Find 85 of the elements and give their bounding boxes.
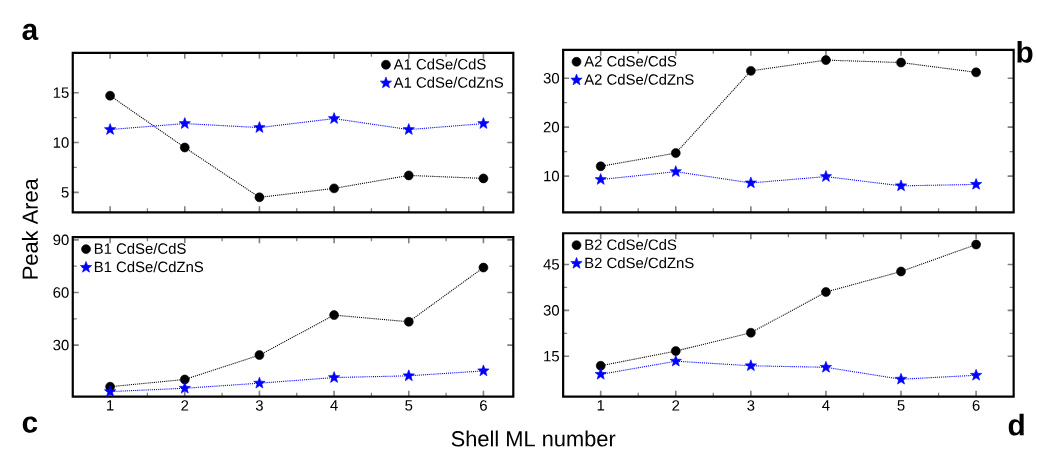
point [895, 373, 908, 385]
text: d [1008, 413, 1024, 436]
point [670, 346, 681, 357]
chart-title: b [1017, 41, 1033, 64]
x-tick-label: 4 [822, 400, 830, 411]
point [403, 317, 414, 327]
point [477, 364, 490, 377]
x-tick-label: 2 [672, 400, 680, 411]
point [329, 183, 339, 194]
point [971, 67, 981, 78]
point [105, 91, 115, 101]
x-tick-label: 5 [405, 400, 413, 411]
point [744, 359, 757, 372]
y-axis-title: Peak Area [21, 178, 38, 279]
point [594, 173, 607, 185]
legend-label: A1 CdSe/CdZnS [393, 77, 504, 89]
y-tick-label: 45 [543, 259, 560, 270]
point [594, 368, 607, 380]
y-tick-label: 60 [53, 287, 69, 298]
point [328, 371, 341, 383]
chart-title: a [22, 24, 39, 41]
point [744, 176, 757, 189]
point [402, 369, 415, 382]
point [971, 240, 981, 250]
point [254, 350, 265, 361]
point [104, 385, 117, 397]
point [595, 361, 606, 371]
legend-label: A1 CdSe/CdS [393, 58, 486, 70]
point [104, 123, 117, 135]
legend-label: B2 CdSe/CdS [585, 239, 677, 251]
point [746, 66, 756, 76]
point [669, 165, 682, 178]
point [669, 355, 682, 367]
y-tick-label: 20 [543, 122, 560, 133]
point [895, 179, 908, 192]
point [403, 170, 414, 181]
x-tick-label: 6 [972, 400, 980, 411]
x-tick-label: 3 [255, 400, 263, 411]
point [595, 161, 606, 172]
point [477, 117, 490, 129]
legend-label: A2 CdSe/CdZnS [584, 74, 694, 86]
y-tick-label: 15 [53, 87, 69, 99]
point [179, 142, 190, 153]
y-tick-label: 30 [53, 340, 69, 351]
y-tick-label: 10 [53, 137, 69, 149]
point [970, 369, 983, 381]
point [478, 263, 489, 273]
y-tick-label: 10 [544, 171, 560, 182]
point [178, 382, 191, 394]
point [670, 148, 681, 159]
x-tick-label: 5 [897, 400, 905, 411]
point [329, 310, 339, 321]
y-tick-label: 30 [543, 305, 560, 316]
x-axis-title: Shell ML number [451, 430, 616, 447]
x-tick-label: 2 [181, 400, 189, 411]
y-tick-label: 90 [53, 234, 69, 246]
point [896, 266, 906, 277]
point [328, 112, 341, 124]
point [821, 287, 831, 298]
point [819, 170, 832, 182]
point [819, 361, 832, 373]
x-tick-label: 4 [330, 400, 338, 411]
point [896, 58, 906, 68]
text: c [22, 416, 38, 434]
point [253, 121, 266, 133]
x-tick-label: 1 [107, 400, 114, 411]
legend-label: B2 CdSe/CdZnS [585, 257, 694, 269]
legend-label: B1 CdSe/CdZnS [94, 261, 204, 273]
x-tick-label: 3 [747, 400, 755, 411]
point [178, 117, 191, 129]
x-tick-label: 6 [480, 400, 487, 411]
point [821, 55, 831, 66]
legend-label: A2 CdSe/CdS [584, 55, 677, 67]
y-tick-label: 15 [544, 351, 560, 362]
y-tick-label: 5 [61, 187, 69, 198]
point [402, 123, 415, 135]
point [746, 328, 756, 338]
y-tick-label: 30 [543, 73, 560, 84]
point [254, 192, 265, 203]
x-tick-label: 1 [597, 400, 605, 411]
point [970, 178, 983, 190]
point [253, 377, 266, 389]
point [179, 374, 190, 385]
legend-label: B1 CdSe/CdS [94, 243, 186, 255]
point [478, 173, 489, 184]
